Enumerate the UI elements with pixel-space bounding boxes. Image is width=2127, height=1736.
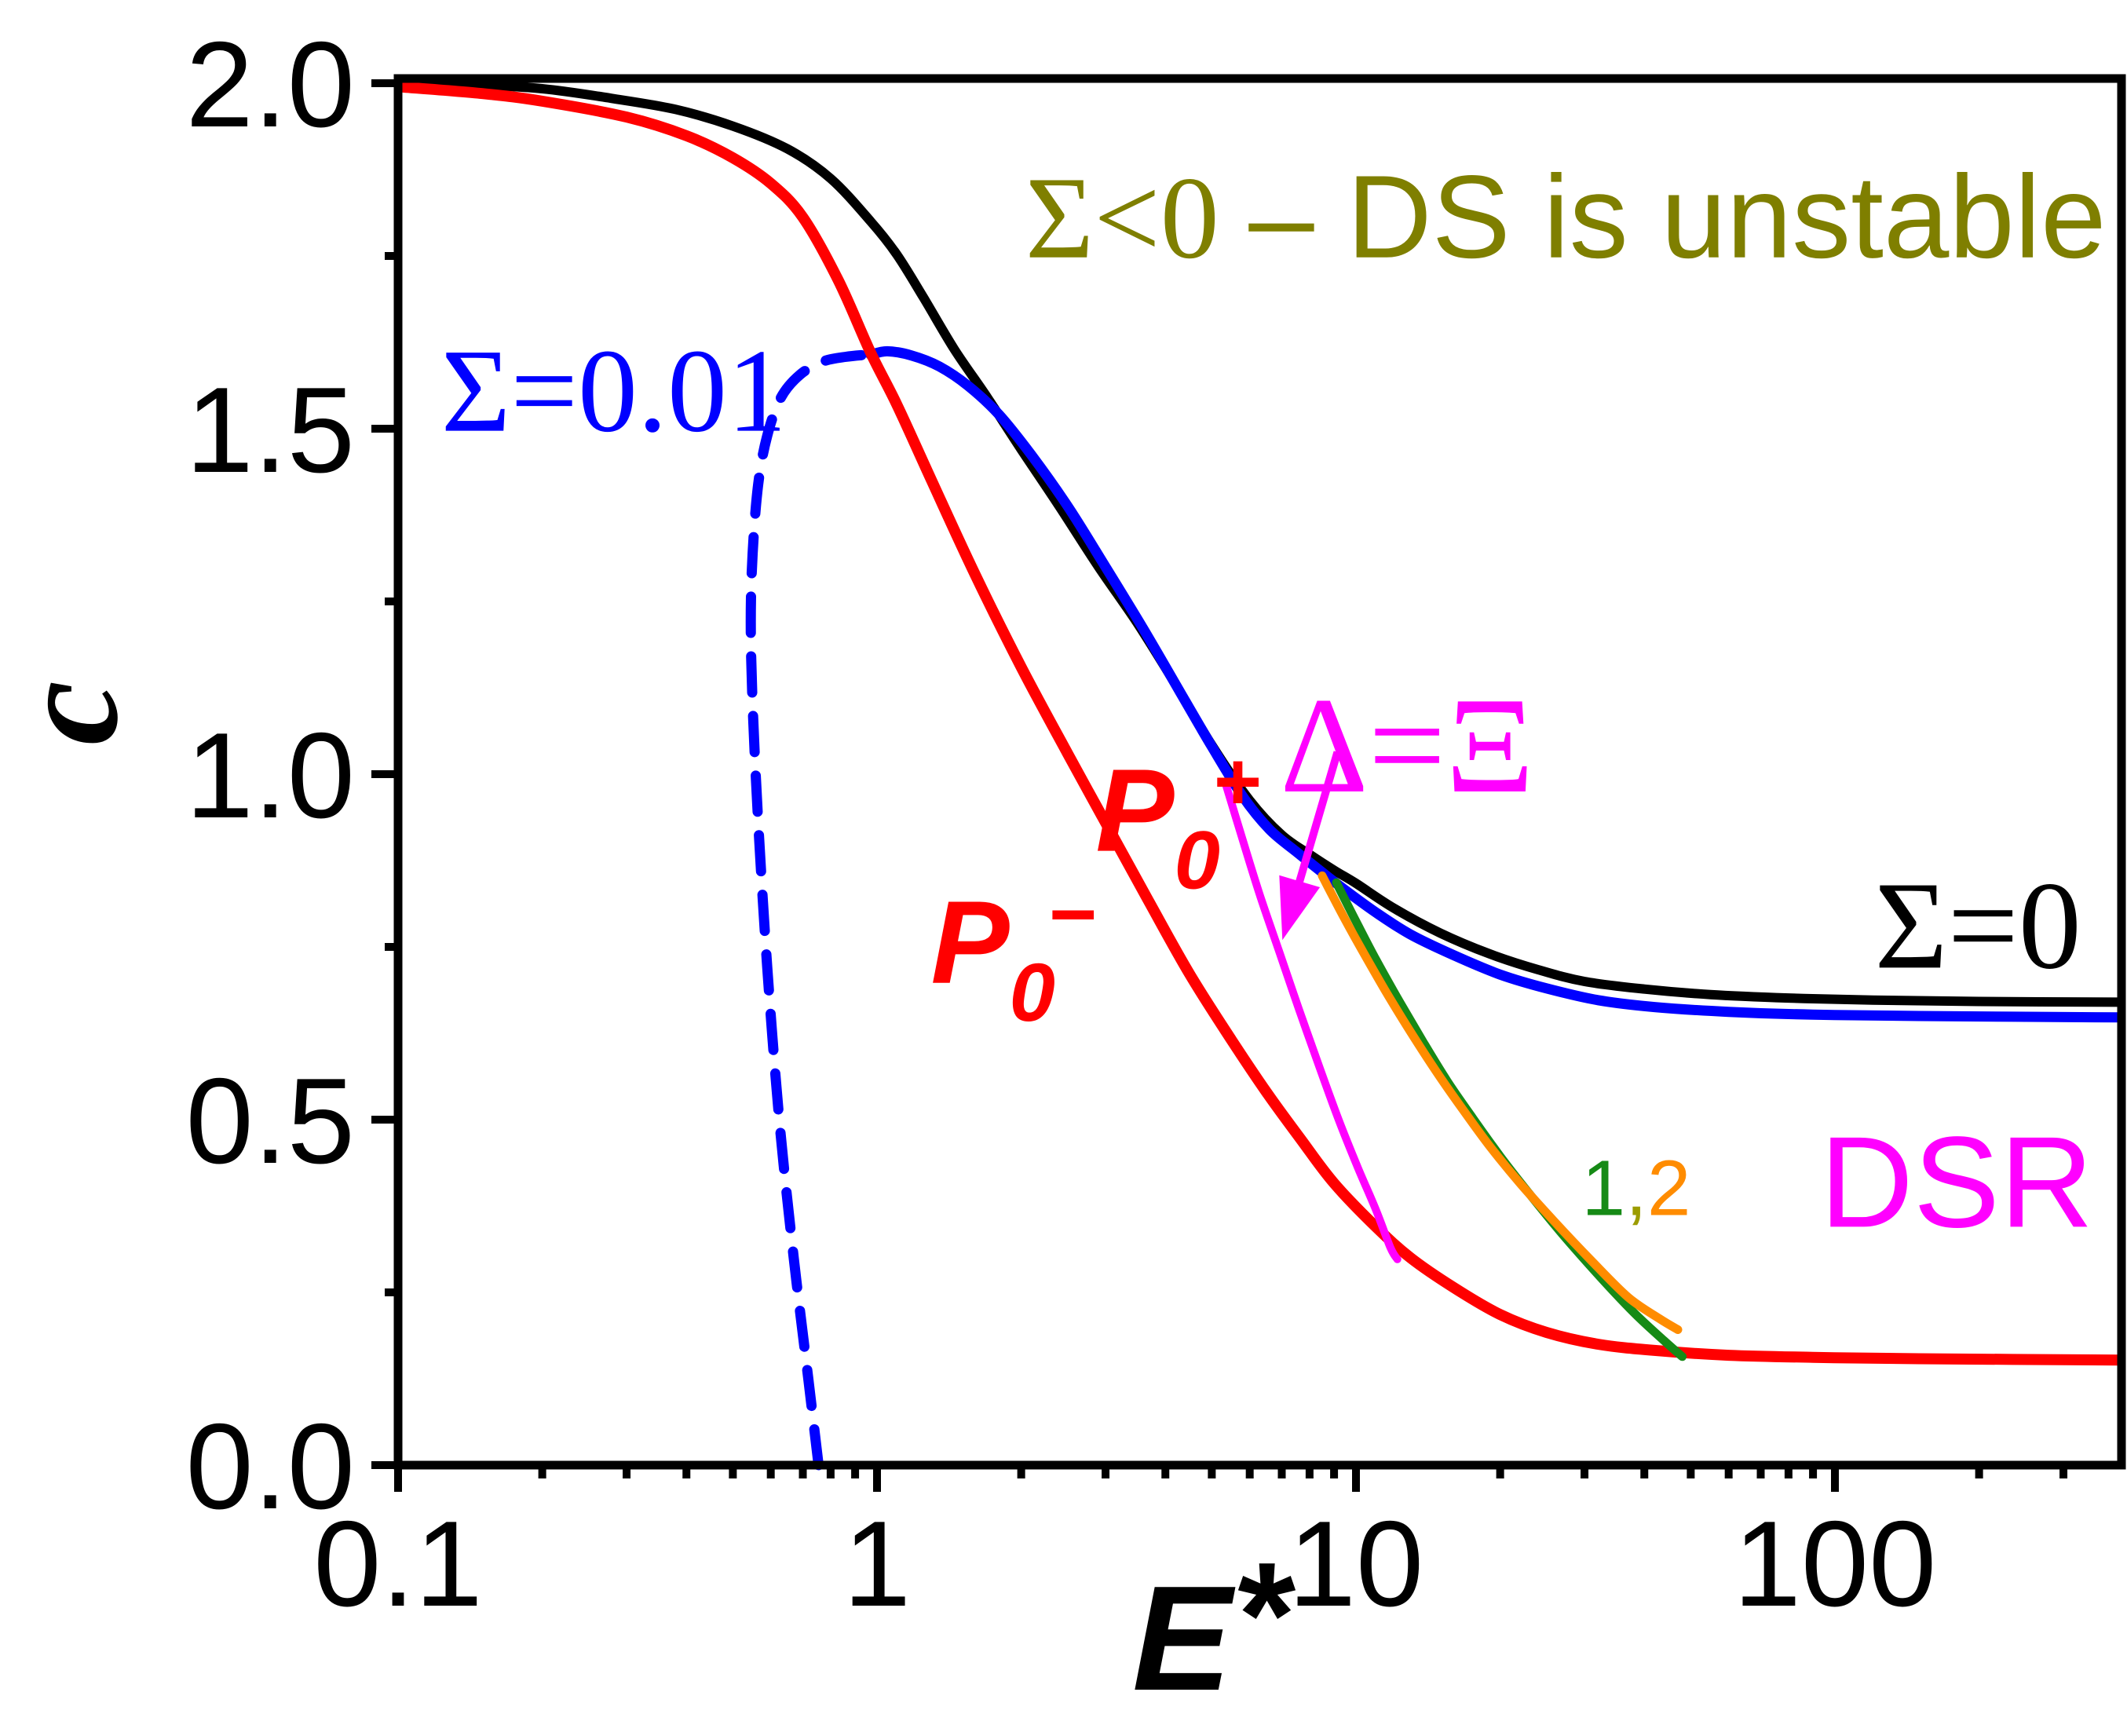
x-tick-label-0.1: 0.1 (313, 1496, 482, 1632)
annotation-sigma001-label: Σ=0.01 (441, 325, 787, 457)
y-tick-label-1.0: 1.0 (186, 707, 355, 843)
x-tick-label-1: 1 (843, 1496, 911, 1632)
tick-labels: 0.1 1 10 100 0.0 0.5 1.0 1.5 2.0 (186, 16, 1937, 1632)
annotation-dsr-label: DSR (1820, 1109, 2093, 1254)
y-tick-label-1.5: 1.5 (186, 362, 355, 498)
axis-ticks (371, 79, 2068, 1492)
annotation-p0-plus-label: P0+ (1095, 736, 1260, 907)
annotations: Σ<0 – DS is unstable Σ=0.01 Σ=0 DSR Δ=ΞP0+P0… (0, 151, 2107, 1722)
curve-curve-2 (1317, 871, 1683, 1334)
plot-curves (395, 79, 2125, 1471)
annotation-unstable-note: Σ<0 – DS is unstable (1025, 151, 2107, 283)
annotation-y-axis-title: c (0, 681, 148, 745)
y-tick-label-2.0: 2.0 (186, 16, 355, 152)
curve-sigma001-dashed (745, 349, 872, 1471)
x-tick-label-10: 10 (1288, 1496, 1423, 1632)
y-tick-label-0.0: 0.0 (186, 1398, 355, 1534)
y-tick-label-0.5: 0.5 (186, 1053, 355, 1189)
curve-delta-xi-curve (1222, 780, 1402, 1263)
annotation-delta-xi-label: Δ=Ξ (1280, 669, 1534, 821)
annotation-x-axis-title: E* (1132, 1532, 1296, 1722)
arrow-shaft (1293, 751, 1342, 890)
curve-p0 (395, 81, 2125, 1366)
annotation-sigma0-label: Σ=0 (1874, 855, 2081, 995)
curve-sigma001-solid (865, 345, 2125, 1023)
annotation-p0-minus-label: P0− (930, 868, 1095, 1039)
arrow-delta-xi-arrow (1279, 751, 1342, 941)
curve-curve-1 (1332, 878, 1687, 1361)
x-tick-label-100: 100 (1734, 1496, 1937, 1632)
arrow-head (1279, 875, 1321, 941)
annotation-curves-1-2-label: 1,2 (1581, 1144, 1690, 1232)
